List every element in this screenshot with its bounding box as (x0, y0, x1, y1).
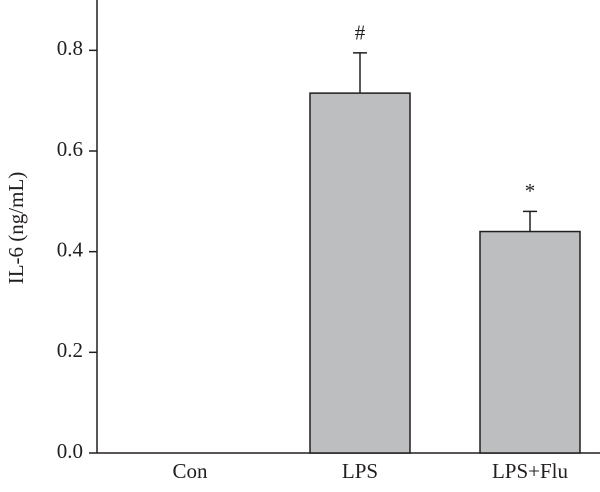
y-tick-label: 0.6 (57, 137, 83, 161)
y-tick-label: 0.0 (57, 439, 83, 463)
x-tick-label: Con (172, 459, 208, 483)
bar (309, 92, 411, 454)
bar (479, 230, 581, 454)
y-tick-label: 0.4 (57, 237, 84, 261)
x-tick-label: LPS+Flu (492, 459, 569, 483)
y-tick-label: 0.2 (57, 338, 83, 362)
y-axis-title: IL-6 (ng/mL) (4, 172, 28, 285)
annotation: * (525, 179, 536, 203)
error-bar (353, 52, 367, 94)
annotation: # (355, 21, 366, 45)
x-tick-label: LPS (342, 459, 378, 483)
y-tick-label: 0.8 (57, 36, 83, 60)
error-bar (523, 210, 537, 232)
